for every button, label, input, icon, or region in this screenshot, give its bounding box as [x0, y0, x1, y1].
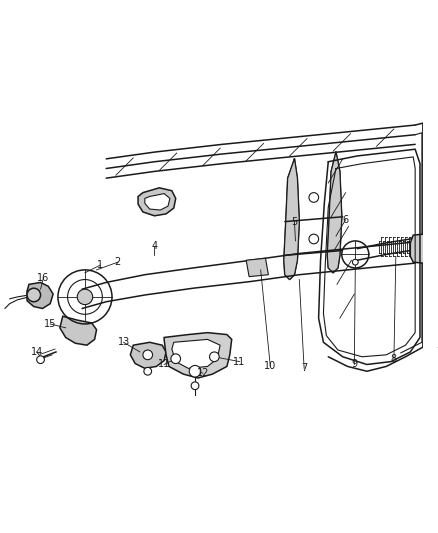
- Text: 5: 5: [291, 216, 297, 227]
- Circle shape: [27, 288, 41, 302]
- Circle shape: [77, 289, 93, 305]
- Text: 1: 1: [97, 260, 103, 270]
- Text: 8: 8: [391, 354, 397, 364]
- Text: 4: 4: [152, 241, 158, 251]
- Polygon shape: [138, 188, 176, 216]
- Circle shape: [191, 382, 199, 390]
- Circle shape: [309, 234, 318, 244]
- Circle shape: [37, 356, 44, 364]
- Text: 6: 6: [343, 215, 349, 225]
- Polygon shape: [60, 316, 96, 345]
- Text: 10: 10: [264, 361, 276, 372]
- Text: 13: 13: [117, 337, 130, 348]
- Circle shape: [144, 367, 152, 375]
- Circle shape: [171, 354, 180, 364]
- Text: 9: 9: [351, 359, 357, 369]
- Polygon shape: [27, 282, 53, 309]
- Text: 11: 11: [158, 359, 170, 369]
- Text: 12: 12: [197, 368, 209, 378]
- Circle shape: [209, 352, 219, 361]
- Text: 7: 7: [301, 364, 307, 373]
- Text: 16: 16: [37, 272, 49, 282]
- Polygon shape: [145, 193, 170, 210]
- Text: 2: 2: [115, 257, 121, 267]
- Polygon shape: [172, 340, 220, 368]
- Circle shape: [309, 192, 318, 203]
- Polygon shape: [164, 333, 232, 378]
- Circle shape: [189, 366, 201, 377]
- Polygon shape: [327, 152, 342, 273]
- Polygon shape: [284, 159, 299, 279]
- Circle shape: [143, 350, 152, 360]
- Text: 14: 14: [31, 347, 43, 357]
- Polygon shape: [131, 342, 166, 368]
- Polygon shape: [246, 259, 268, 277]
- Text: 7: 7: [436, 347, 438, 357]
- Text: 11: 11: [233, 357, 246, 367]
- Polygon shape: [410, 234, 433, 263]
- Text: 15: 15: [44, 319, 57, 329]
- Circle shape: [353, 259, 358, 265]
- Circle shape: [430, 244, 438, 254]
